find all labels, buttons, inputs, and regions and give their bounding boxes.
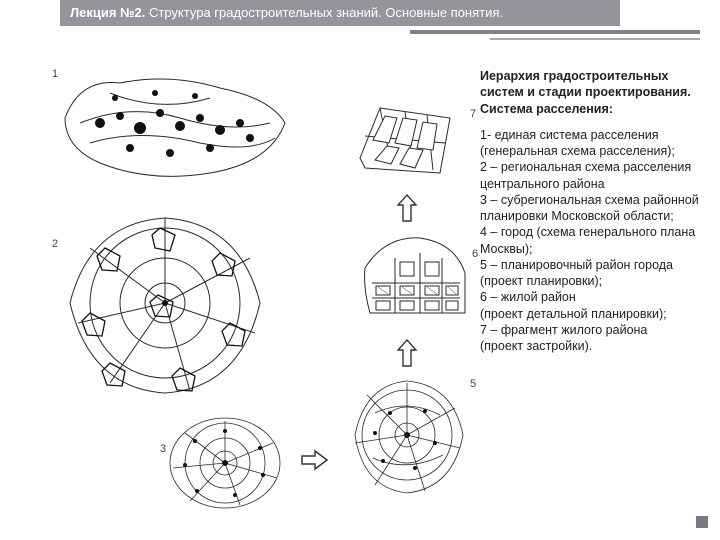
up-arrow-1-icon: [395, 338, 420, 368]
slide-body: 1 2: [0, 48, 720, 538]
legend-item-6: 6 – жилой район: [480, 289, 700, 305]
panel-label-7: 7: [470, 108, 476, 120]
lecture-title: Структура градостроительных знаний. Осно…: [149, 5, 503, 20]
figure-panel-6: [360, 228, 470, 323]
legend-item-2: 2 – региональная схема расселения центра…: [480, 159, 700, 192]
figure-panel-1: [60, 68, 290, 188]
legend-item-1: 1- единая система расселения: [480, 127, 700, 143]
legend-text-column: Иерархия градостроительных систем и стад…: [480, 68, 700, 354]
decorative-rule-1: [410, 30, 700, 34]
legend-item-7: 7 – фрагмент жилого района: [480, 322, 700, 338]
arrow-icon: [300, 448, 330, 473]
legend-item-5b: (проект планировки);: [480, 273, 700, 289]
figure-panel-5: [345, 373, 470, 498]
panel-label-6: 6: [472, 248, 478, 260]
panel-label-3: 3: [160, 443, 166, 455]
decorative-rule-2: [490, 38, 700, 40]
legend-item-7b: (проект застройки).: [480, 338, 700, 354]
corner-mark-icon: [696, 516, 708, 528]
up-arrow-2-icon: [395, 193, 420, 223]
figure-panel-7: [345, 88, 465, 188]
legend-item-6b: (проект детальной планировки);: [480, 306, 700, 322]
legend-item-3: 3 – субрегиональная схема районной плани…: [480, 192, 700, 225]
figure-panel-2: [60, 203, 270, 403]
legend-title: Иерархия градостроительных систем и стад…: [480, 68, 700, 117]
legend-item-5: 5 – планировочный район города: [480, 257, 700, 273]
legend-item-1b: (генеральная схема расселения);: [480, 143, 700, 159]
figure-panel-3: [165, 413, 285, 513]
lecture-title-bar: Лекция №2. Структура градостроительных з…: [60, 0, 620, 26]
panel-label-5: 5: [470, 378, 476, 390]
lecture-number: Лекция №2.: [70, 5, 145, 20]
panel-label-1: 1: [52, 68, 58, 80]
legend-item-4: 4 – город (схема генерального плана Моск…: [480, 224, 700, 257]
panel-label-2: 2: [52, 238, 58, 250]
slide-header: Лекция №2. Структура градостроительных з…: [0, 0, 720, 48]
